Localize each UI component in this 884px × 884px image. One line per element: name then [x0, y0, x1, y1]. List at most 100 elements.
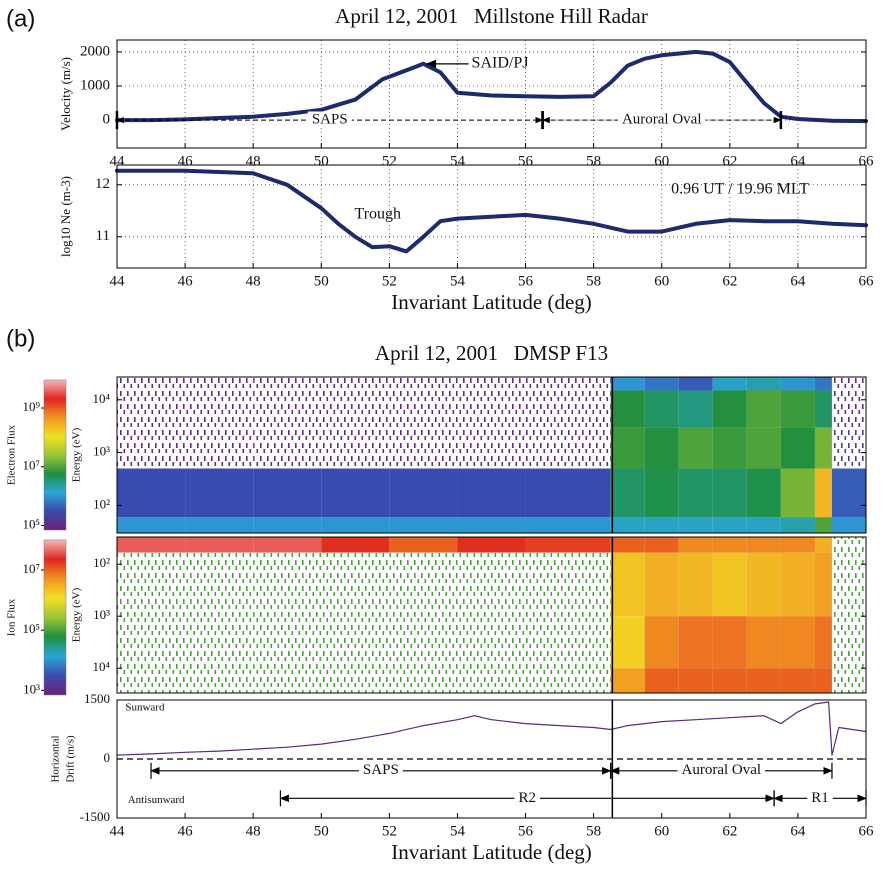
plot-frame: [116, 376, 867, 534]
heatmap-cell: [389, 517, 458, 533]
x-axis-label: Invariant Latitude (deg): [391, 840, 592, 864]
heatmap-cell: [712, 468, 747, 518]
heatmap-cell: [712, 427, 747, 469]
x-tick-label: 50: [314, 273, 329, 289]
heatmap-cell: [117, 390, 186, 428]
heatmap-cell: [678, 537, 713, 553]
colorbar-tick-label: 10³: [23, 681, 40, 696]
heatmap-cell: [678, 377, 713, 391]
heatmap-cell: [457, 616, 526, 669]
heatmap-cell: [814, 427, 832, 469]
x-tick-label: 64: [790, 823, 806, 839]
y-axis-label: Velocity (m/s): [58, 57, 73, 131]
span-label: R2: [518, 790, 536, 806]
y-axis-label: Energy (eV): [71, 587, 83, 642]
heatmap-cell: [780, 552, 815, 617]
span-label: R1: [811, 790, 829, 806]
x-tick-label: 48: [246, 273, 261, 289]
heatmap-cell: [678, 668, 713, 693]
x-tick-label: 44: [110, 273, 126, 289]
y-tick-label: 11: [96, 228, 110, 244]
x-tick-label: 46: [178, 823, 194, 839]
heatmap-cell: [321, 427, 390, 469]
colorbar-label: Electron Flux: [6, 424, 18, 485]
heatmap-cell: [746, 616, 781, 669]
heatmap-cell: [253, 390, 322, 428]
x-tick-label: 60: [654, 153, 669, 169]
colorbar-tick-label: 10⁹: [22, 399, 40, 414]
heatmap-cell: [780, 616, 815, 669]
heatmap-cell: [712, 390, 747, 428]
heatmap-cell: [525, 616, 611, 669]
heatmap-cell: [610, 668, 645, 693]
x-tick-label: 50: [314, 823, 329, 839]
panel-label: (a): [6, 5, 35, 32]
heatmap-cell: [831, 668, 866, 693]
span-label-bg: [677, 762, 766, 779]
heatmap-cell: [321, 537, 390, 553]
annotation: Antisunward: [128, 794, 185, 806]
heatmap-cell: [780, 537, 815, 553]
heatmap-cell: [117, 668, 186, 693]
heatmap-cell: [185, 427, 254, 469]
heatmap-cell: [321, 468, 390, 518]
heatmap-cell: [610, 616, 645, 669]
heatmap-cell: [457, 552, 526, 617]
heatmap-cell: [814, 552, 832, 617]
x-tick-label: 66: [859, 823, 875, 839]
x-axis-label: Invariant Latitude (deg): [391, 290, 592, 314]
x-tick-label: 66: [859, 273, 875, 289]
heatmap-cell: [814, 537, 832, 553]
heatmap-cell: [117, 517, 186, 533]
x-tick-label: 62: [722, 273, 737, 289]
y-tick-label: 10²: [93, 555, 110, 570]
x-tick-label: 64: [790, 273, 806, 289]
heatmap-cell: [780, 517, 815, 533]
heatmap-cell: [831, 427, 866, 469]
chart-title: April 12, 2001 Millstone Hill Radar: [335, 4, 648, 28]
y-tick-label: -1500: [80, 809, 110, 824]
heatmap-cell: [525, 427, 611, 469]
heatmap-cell: [185, 552, 254, 617]
x-tick-label: 56: [518, 153, 534, 169]
heatmap-cell: [814, 616, 832, 669]
heatmap-cell: [389, 668, 458, 693]
colorbar: [43, 539, 67, 696]
y-tick-label: 0: [104, 750, 111, 765]
y-tick-label: 10³: [93, 607, 110, 622]
heatmap-cell: [644, 616, 679, 669]
heatmap-cell: [389, 468, 458, 518]
panel-label: (b): [6, 325, 35, 352]
x-tick-label: 48: [246, 823, 261, 839]
x-tick-label: 54: [450, 823, 466, 839]
heatmap-cell: [253, 668, 322, 693]
heatmap-cell: [814, 377, 832, 391]
heatmap-cell: [117, 552, 186, 617]
heatmap-cell: [746, 468, 781, 518]
heatmap-cell: [678, 552, 713, 617]
heatmap-cell: [253, 552, 322, 617]
annotation: Trough: [355, 206, 402, 223]
x-tick-label: 46: [178, 273, 194, 289]
heatmap-cell: [525, 668, 611, 693]
heatmap-cell: [457, 427, 526, 469]
heatmap-cell: [185, 468, 254, 518]
heatmap-cell: [814, 668, 832, 693]
heatmap-cell: [644, 517, 679, 533]
x-tick-label: 60: [654, 273, 669, 289]
heatmap-cell: [644, 537, 679, 553]
x-tick-label: 58: [586, 153, 601, 169]
heatmap-cell: [185, 517, 254, 533]
heatmap-cell: [831, 616, 866, 669]
heatmap-cell: [185, 668, 254, 693]
heatmap-cell: [525, 468, 611, 518]
heatmap-cell: [814, 468, 832, 518]
heatmap-cell: [780, 427, 815, 469]
heatmap-cell: [780, 468, 815, 518]
heatmap-cell: [780, 668, 815, 693]
heatmap-cell: [457, 668, 526, 693]
x-tick-label: 64: [790, 153, 806, 169]
heatmap-cell: [644, 468, 679, 518]
heatmap-cell: [746, 668, 781, 693]
